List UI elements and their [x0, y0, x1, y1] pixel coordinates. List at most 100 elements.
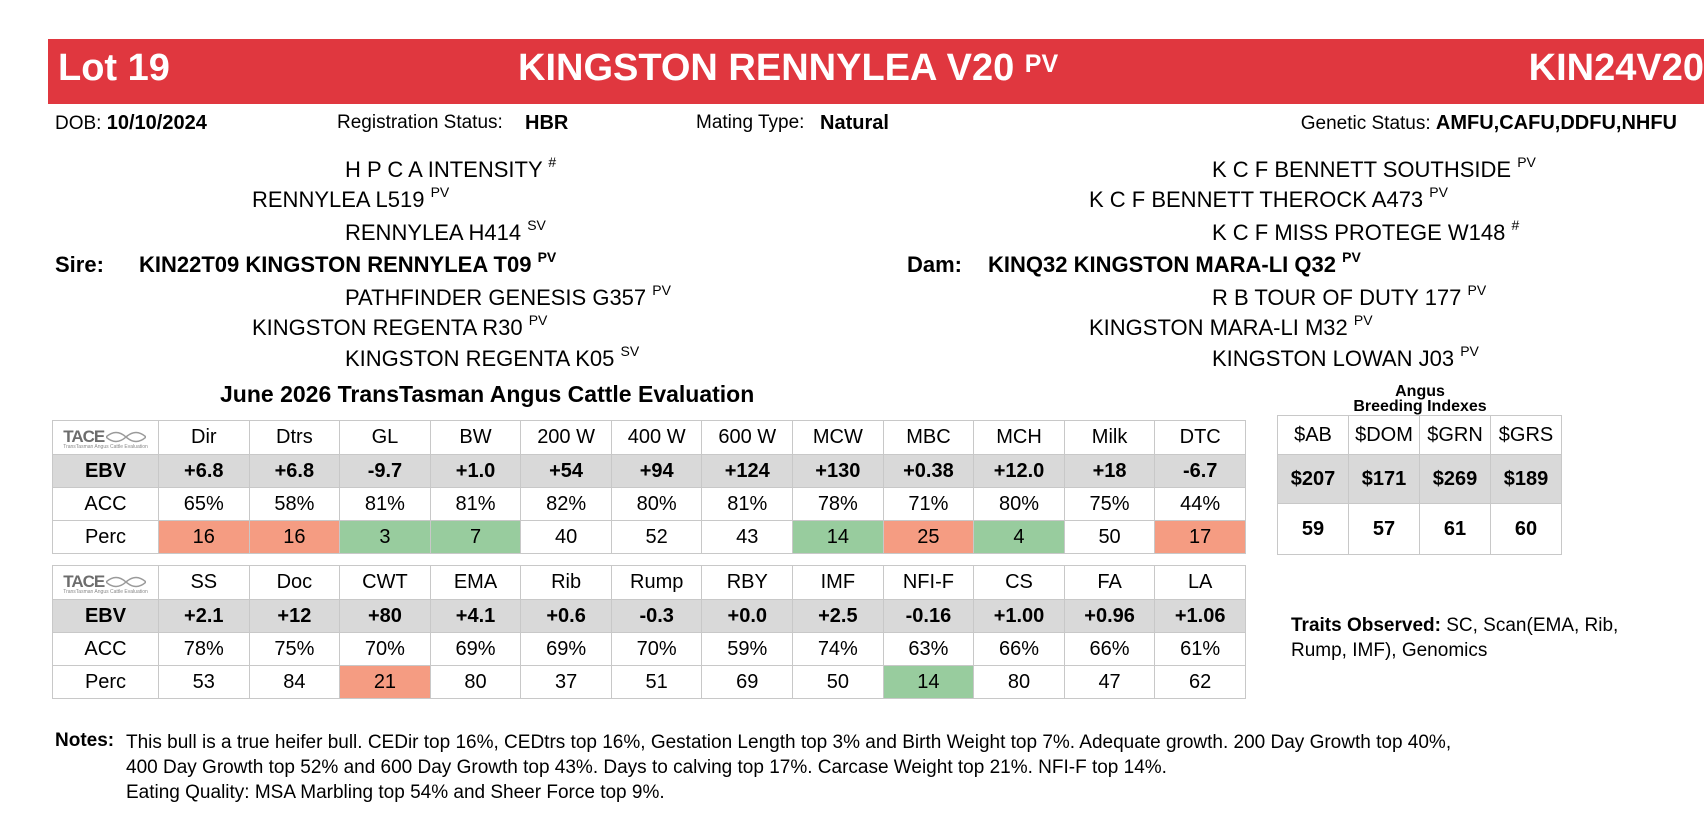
acc-value: 81% [429, 487, 522, 521]
acc-value: 63% [882, 632, 975, 666]
ped-status: # [548, 154, 557, 170]
pedigree-dam-dam-sire: R B TOUR OF DUTY 177 PV [1212, 282, 1487, 311]
genetic-value: AMFU,CAFU,DDFU,NHFU [1435, 112, 1677, 134]
tace-logo-subtitle: TransTasman Angus Cattle Evaluation [63, 589, 148, 595]
trait-header: GL [339, 420, 431, 455]
index-title-line2: Breeding Indexes [1353, 398, 1487, 415]
dob-label: DOB: [55, 113, 102, 134]
perc-value: 47 [1063, 665, 1156, 699]
row-label: ACC [52, 487, 159, 521]
trait-header: Dtrs [248, 420, 341, 455]
ped-name: KINGSTON REGENTA K05 [345, 346, 615, 371]
perc-value: 14 [792, 520, 884, 554]
registration-value-text: HBR [525, 112, 569, 134]
pedigree-sire-sire: RENNYLEA L519 PV [252, 184, 450, 213]
row-label: EBV [52, 454, 159, 488]
ebv-value: +1.00 [973, 599, 1065, 633]
trait-header: BW [429, 420, 522, 455]
trait-header: MCH [973, 420, 1065, 455]
evaluation-title: June 2026 TransTasman Angus Cattle Evalu… [220, 381, 755, 407]
acc-value: 66% [1063, 632, 1156, 666]
perc-value: 53 [158, 665, 250, 699]
trait-header: NFI-F [882, 565, 975, 600]
trait-header: IMF [792, 565, 884, 600]
tace-logo-cell: TACE TransTasman Angus Cattle Evaluation [52, 565, 159, 600]
perc-value: 40 [520, 520, 612, 554]
ebv-value: +12 [248, 599, 341, 633]
lot-banner: Lot 19 KINGSTON RENNYLEA V20 PV KIN24V20 [48, 39, 1704, 104]
index-header: $GRS [1490, 415, 1562, 455]
index-value-row: $207 $171 $269 $189 [1277, 454, 1562, 504]
perc-value: 80 [429, 665, 522, 699]
perc-value: 4 [973, 520, 1065, 554]
trait-header: 200 W [520, 420, 612, 455]
traits-line-2: Rump, IMF), Genomics [1291, 640, 1488, 661]
ebv-value: +18 [1063, 454, 1156, 488]
acc-row: ACC 78% 75% 70% 69% 69% 70% 59% 74% 63% … [52, 632, 1246, 666]
ped-name: KINGSTON LOWAN J03 [1212, 346, 1455, 371]
ped-status: SV [620, 343, 640, 359]
trait-header: Doc [248, 565, 341, 600]
index-perc: 60 [1490, 503, 1562, 555]
ped-status: PV [430, 184, 450, 200]
ped-status: # [1511, 217, 1520, 233]
ped-status: PV [1460, 343, 1479, 359]
ebv-value: +80 [339, 599, 431, 633]
ebv-value: +130 [792, 454, 884, 488]
ped-status: PV [1353, 312, 1373, 328]
trait-header: LA [1154, 565, 1246, 600]
perc-value: 14 [882, 665, 975, 699]
ped-name: R B TOUR OF DUTY 177 [1212, 285, 1462, 310]
ebv-row: EBV +2.1 +12 +80 +4.1 +0.6 -0.3 +0.0 +2.… [52, 599, 1246, 633]
acc-value: 70% [339, 632, 431, 666]
acc-value: 74% [792, 632, 884, 666]
acc-value: 81% [339, 487, 431, 521]
ebv-value: +0.6 [520, 599, 612, 633]
ebv-value: +124 [701, 454, 794, 488]
ebv-value: -0.16 [882, 599, 975, 633]
mating-label: Mating Type: [696, 112, 805, 133]
traits-line-1: Traits Observed: SC, Scan(EMA, Rib, [1291, 613, 1618, 638]
pedigree-dam-sire: K C F BENNETT THEROCK A473 PV [1089, 184, 1448, 213]
notes-line-3: Eating Quality: MSA Marbling top 54% and… [126, 782, 665, 803]
animal-status: PV [1024, 50, 1059, 78]
ped-name: PATHFINDER GENESIS G357 [345, 285, 647, 310]
trait-header: Dir [158, 420, 250, 455]
ebv-value: +94 [610, 454, 703, 488]
acc-value: 58% [248, 487, 341, 521]
ped-status: PV [1467, 282, 1487, 298]
notes-label: Notes: [55, 730, 115, 751]
row-label: EBV [52, 599, 159, 633]
index-value: $207 [1277, 454, 1349, 504]
acc-value: 59% [701, 632, 794, 666]
ped-status: PV [528, 312, 548, 328]
trait-header: CS [973, 565, 1065, 600]
animal-name-text: KINGSTON RENNYLEA V20 [518, 47, 1015, 89]
trait-header: MBC [882, 420, 975, 455]
traits-observed: Traits Observed: SC, Scan(EMA, Rib, Rump… [1291, 613, 1618, 663]
index-title: Angus Breeding Indexes [1277, 384, 1563, 415]
ped-name: K C F BENNETT THEROCK A473 [1089, 187, 1424, 212]
index-perc: 57 [1348, 503, 1420, 555]
ped-name: K C F MISS PROTEGE W148 [1212, 220, 1506, 245]
acc-row: ACC 65% 58% 81% 81% 82% 80% 81% 78% 71% … [52, 487, 1246, 521]
lot-number: Lot 19 [58, 47, 170, 89]
acc-value: 78% [792, 487, 884, 521]
trait-header: CWT [339, 565, 431, 600]
pedigree-dam-dam-dam: KINGSTON LOWAN J03 PV [1212, 343, 1479, 372]
trait-header: Milk [1063, 420, 1156, 455]
pedigree-sire-sire-dam: RENNYLEA H414 SV [345, 217, 546, 246]
index-value: $189 [1490, 454, 1562, 504]
index-perc: 61 [1419, 503, 1491, 555]
mating-value-text: Natural [820, 112, 889, 134]
trait-header: Rib [520, 565, 612, 600]
acc-value: 44% [1154, 487, 1246, 521]
perc-value: 50 [1063, 520, 1156, 554]
ped-status: PV [1429, 184, 1448, 200]
ebv-value: +2.1 [158, 599, 250, 633]
sire-status: PV [537, 249, 557, 265]
index-header-row: $AB $DOM $GRN $GRS [1277, 415, 1562, 455]
ebv-table-1: TACE TransTasman Angus Cattle Evaluation… [52, 420, 1246, 554]
sire-name-text: KIN22T09 KINGSTON RENNYLEA T09 [139, 252, 532, 277]
trait-header: FA [1063, 565, 1156, 600]
